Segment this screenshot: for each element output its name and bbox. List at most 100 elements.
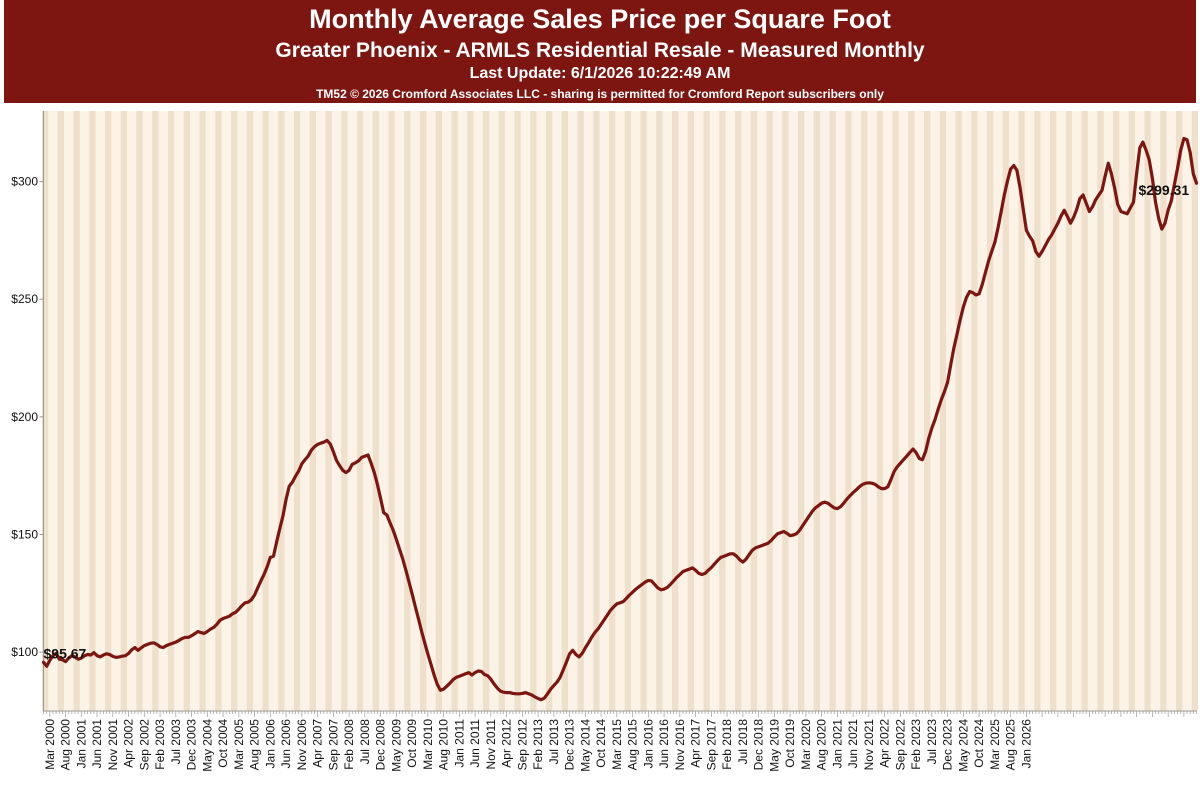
x-tick-label: Aug 2000 bbox=[59, 719, 73, 771]
x-tick-label: Mar 2000 bbox=[43, 719, 57, 770]
background-band bbox=[908, 111, 915, 711]
x-tick-label: Dec 2018 bbox=[752, 719, 766, 771]
y-axis: $100 $150 $200 $250 $300 bbox=[11, 111, 44, 711]
background-band bbox=[530, 111, 537, 711]
x-tick-label: Nov 2021 bbox=[862, 719, 876, 771]
background-band bbox=[1002, 111, 1010, 711]
background-band bbox=[41, 111, 49, 711]
background-band bbox=[1144, 111, 1151, 711]
x-tick-label: Nov 2001 bbox=[106, 719, 120, 771]
background-band bbox=[671, 111, 679, 711]
x-tick-label: Jun 2001 bbox=[90, 719, 104, 769]
background-band bbox=[262, 111, 269, 711]
x-tick-label: Sep 2007 bbox=[326, 719, 340, 771]
background-band bbox=[782, 111, 789, 711]
x-tick-label: Jul 2023 bbox=[925, 719, 939, 765]
background-band bbox=[593, 111, 600, 711]
background-band bbox=[1113, 111, 1120, 711]
x-tick-label: Nov 2016 bbox=[673, 719, 687, 771]
copyright-notice: TM52 © 2026 Cromford Associates LLC - sh… bbox=[316, 87, 884, 101]
background-band bbox=[404, 111, 411, 711]
background-band bbox=[860, 111, 868, 711]
background-band bbox=[703, 111, 710, 711]
background-band bbox=[278, 111, 285, 711]
background-band bbox=[215, 111, 222, 711]
x-tick-label: Sep 2012 bbox=[515, 719, 529, 771]
background-band bbox=[845, 111, 852, 711]
x-tick-label: Mar 2015 bbox=[610, 719, 624, 770]
series-line bbox=[41, 136, 1199, 702]
first-value-label: $95.67 bbox=[44, 645, 87, 661]
background-band bbox=[545, 111, 553, 711]
y-tick-label: $300 bbox=[11, 175, 38, 189]
background-band bbox=[309, 111, 316, 711]
x-tick-label: Oct 2009 bbox=[405, 719, 419, 768]
chart-subtitle: Greater Phoenix - ARMLS Residential Resa… bbox=[275, 39, 925, 62]
background-band bbox=[876, 111, 884, 711]
background-band bbox=[1097, 111, 1104, 711]
x-axis: Mar 2000 Aug 2000 Jan 2001 Jun 2001 Nov 2001… bbox=[43, 710, 1197, 772]
x-tick-label: Apr 2002 bbox=[122, 719, 136, 768]
x-tick-label: May 2009 bbox=[389, 719, 403, 772]
background-band bbox=[1034, 111, 1041, 711]
x-tick-label: Jul 2003 bbox=[169, 719, 183, 765]
x-tick-label: Feb 2018 bbox=[720, 719, 734, 770]
x-tick-label: Mar 2025 bbox=[988, 719, 1002, 770]
x-tick-label: Dec 2003 bbox=[185, 719, 199, 771]
background-band bbox=[813, 111, 821, 711]
background-band bbox=[120, 111, 127, 711]
x-tick-label: Apr 2012 bbox=[500, 719, 514, 768]
x-tick-label: Feb 2008 bbox=[342, 719, 356, 770]
background-band bbox=[687, 111, 695, 711]
background-band bbox=[955, 111, 962, 711]
x-tick-label: Jul 2008 bbox=[358, 719, 372, 765]
background-band bbox=[734, 111, 742, 711]
background-band bbox=[498, 111, 506, 711]
background-band bbox=[89, 111, 96, 711]
background-band bbox=[451, 111, 458, 711]
x-tick-label: Apr 2007 bbox=[311, 719, 325, 768]
x-tick-label: Jun 2006 bbox=[279, 719, 293, 769]
background-band bbox=[892, 111, 899, 711]
x-tick-label: Dec 2008 bbox=[374, 719, 388, 771]
last-update: Last Update: 6/1/2026 10:22:49 AM bbox=[469, 65, 731, 82]
background-band bbox=[971, 111, 978, 711]
x-tick-label: Nov 2011 bbox=[484, 719, 498, 770]
background-band bbox=[561, 111, 569, 711]
x-tick-label: Mar 2010 bbox=[421, 719, 435, 770]
background-band bbox=[246, 111, 253, 711]
background-band bbox=[482, 111, 490, 711]
background-band bbox=[750, 111, 758, 711]
x-tick-label: Jan 2006 bbox=[263, 719, 277, 769]
background-band bbox=[939, 111, 947, 711]
x-tick-label: Dec 2013 bbox=[563, 719, 577, 771]
x-tick-label: Jan 2021 bbox=[830, 719, 844, 769]
annotations: $95.67 $299.31 bbox=[44, 182, 1190, 661]
background-band bbox=[419, 111, 427, 711]
background-band bbox=[1191, 111, 1199, 711]
x-tick-label: Mar 2005 bbox=[232, 719, 246, 770]
x-tick-label: Sep 2002 bbox=[137, 719, 151, 771]
background-band bbox=[136, 111, 143, 711]
x-tick-label: Oct 2014 bbox=[594, 719, 608, 768]
background-band bbox=[656, 111, 663, 711]
x-tick-label: May 2014 bbox=[578, 719, 592, 772]
x-tick-label: Feb 2023 bbox=[909, 719, 923, 770]
background-band bbox=[1176, 111, 1183, 711]
background-band bbox=[325, 111, 332, 711]
y-tick-label: $200 bbox=[11, 410, 38, 424]
chart-header: Monthly Average Sales Price per Square F… bbox=[4, 0, 1196, 103]
background-band bbox=[293, 111, 301, 711]
background-band bbox=[199, 111, 206, 711]
background-band bbox=[719, 111, 726, 711]
x-tick-label: Jun 2016 bbox=[657, 719, 671, 769]
background-band bbox=[1081, 111, 1088, 711]
x-tick-label: Jun 2021 bbox=[846, 719, 860, 769]
x-tick-label: Sep 2017 bbox=[704, 719, 718, 771]
background-band bbox=[388, 111, 395, 711]
x-tick-label: Jun 2011 bbox=[468, 719, 482, 768]
x-tick-label: Jan 2001 bbox=[74, 719, 88, 769]
background-band bbox=[57, 111, 64, 711]
x-tick-label: Nov 2006 bbox=[295, 719, 309, 771]
chart-title: Monthly Average Sales Price per Square F… bbox=[309, 4, 891, 34]
